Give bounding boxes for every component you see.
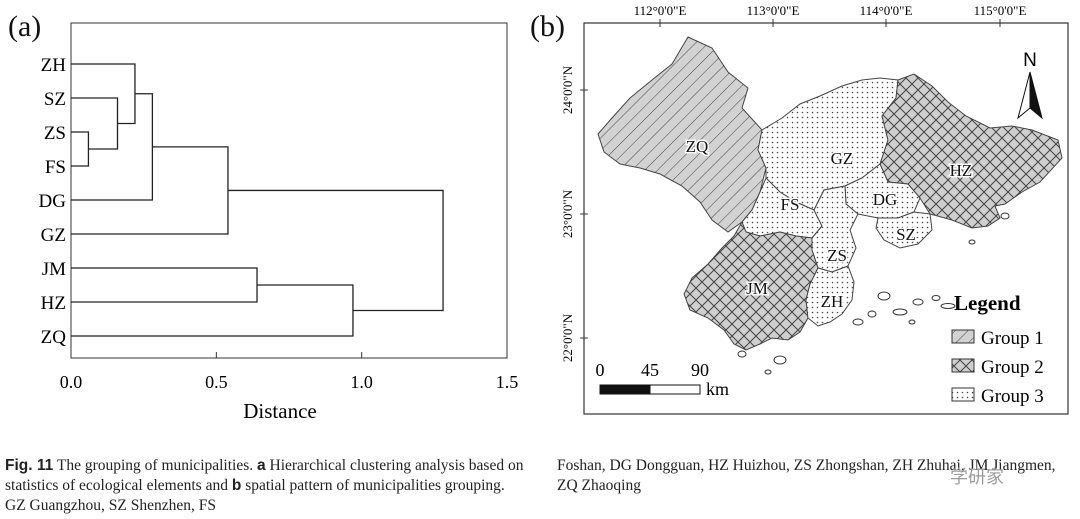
map-graticule-ticks: [580, 19, 1001, 339]
legend-swatch-group-3: [951, 387, 975, 402]
x-tick-label: 0.0: [60, 372, 83, 392]
region-SZ: [875, 211, 933, 249]
caption-b: b: [231, 477, 242, 494]
leaf-label-ZQ: ZQ: [41, 327, 67, 348]
islands: [737, 212, 1010, 375]
longitude-label: 115°0'0"E: [974, 3, 1027, 18]
region-JM: [683, 220, 819, 351]
x-axis-label: Distance: [243, 399, 316, 423]
north-arrow-icon: N: [1017, 50, 1043, 120]
latitude-label: 23°0'0"N: [560, 189, 575, 238]
leaf-label-SZ: SZ: [44, 89, 66, 110]
region-ZQ: [597, 36, 767, 233]
leaf-label-DG: DG: [39, 191, 67, 212]
leaf-label-JM: JM: [42, 259, 66, 280]
scale-tick-45: 45: [641, 360, 659, 380]
leaf-label-ZH: ZH: [41, 55, 67, 76]
latitude-labels: 24°0'0"N 23°0'0"N 22°0'0"N: [560, 65, 575, 362]
caption-fig-number: Fig. 11: [5, 457, 54, 474]
caption-text-1: The grouping of municipalities.: [53, 457, 258, 474]
dendrogram-link-1: [71, 131, 90, 167]
leaf-label-FS: FS: [45, 157, 66, 178]
figure-caption-left: Fig. 11 The grouping of municipalities. …: [5, 456, 525, 516]
longitude-label: 112°0'0"E: [634, 3, 687, 18]
dendrogram-link-7: [71, 284, 354, 337]
region-labels: ZQ GZ HZ FS DG SZ ZS JM ZH: [684, 136, 974, 313]
watermark: 学研家: [950, 467, 1004, 488]
scale-tick-90: 90: [691, 360, 709, 380]
legend-label-group-1: Group 1: [981, 328, 1044, 349]
map-legend: Legend Group 1 Group 2 Group 3: [951, 291, 1044, 407]
caption-text-3: spatial pattern of municipalities groupi…: [5, 477, 505, 514]
legend-title: Legend: [954, 291, 1021, 315]
region-label-SZ: SZ: [896, 225, 916, 244]
legend-label-group-3: Group 3: [981, 386, 1044, 407]
leaf-label-HZ: HZ: [41, 293, 66, 314]
legend-swatch-group-1: [951, 329, 975, 344]
region-label-ZS: ZS: [827, 246, 847, 265]
leaf-label-GZ: GZ: [41, 225, 66, 246]
region-ZH: [805, 265, 855, 327]
latitude-label: 24°0'0"N: [560, 65, 575, 114]
legend-swatch-group-2: [951, 358, 975, 373]
x-tick-label: 1.0: [350, 372, 373, 392]
x-tick-label: 1.5: [496, 372, 519, 392]
panel-a-label: (a): [8, 10, 42, 43]
dendrogram-link-2: [71, 97, 119, 150]
north-label: N: [1023, 50, 1037, 71]
dendrogram-x-ticks: 0.0 0.5 1.0 1.5: [60, 352, 519, 392]
map-figure: 112°0'0"E 113°0'0"E 114°0'0"E 115°0'0"E 24°…: [560, 3, 1069, 415]
leaf-label-ZS: ZS: [44, 123, 66, 144]
scale-tick-0: 0: [596, 360, 605, 380]
dendrogram-links: [71, 63, 444, 337]
caption-text-2: Hierarchical clustering analysis based o…: [5, 457, 524, 494]
dendrogram-link-5: [71, 146, 229, 235]
longitude-label: 113°0'0"E: [747, 3, 800, 18]
longitude-label: 114°0'0"E: [860, 3, 913, 18]
region-label-HZ: HZ: [950, 161, 973, 180]
figure-caption-right: Foshan, DG Dongguan, HZ Huizhou, ZS Zhon…: [557, 457, 1056, 494]
region-label-JM: JM: [746, 279, 768, 298]
dendrogram-link-6: [71, 267, 258, 303]
longitude-labels: 112°0'0"E 113°0'0"E 114°0'0"E 115°0'0"E: [634, 3, 1027, 18]
dendrogram-chart: ZH SZ ZS FS DG GZ JM HZ ZQ 0.0 0.5 1.0 1.5 Distance: [39, 22, 519, 423]
region-label-DG: DG: [873, 190, 898, 209]
legend-label-group-2: Group 2: [981, 357, 1044, 378]
dendrogram-link-8: [227, 189, 444, 312]
region-label-ZH: ZH: [821, 292, 844, 311]
dendrogram-link-3: [71, 63, 136, 125]
latitude-label: 22°0'0"N: [560, 313, 575, 362]
dendrogram-link-4: [71, 93, 154, 201]
caption-a: a: [257, 457, 266, 474]
region-polygons: [597, 36, 1063, 351]
region-label-ZQ: ZQ: [686, 137, 709, 156]
x-tick-label: 0.5: [205, 372, 228, 392]
dendrogram-leaf-labels: ZH SZ ZS FS DG GZ JM HZ ZQ: [39, 55, 67, 348]
scale-bar: 0 45 90 km: [596, 360, 730, 399]
region-label-FS: FS: [781, 195, 800, 214]
dendrogram-frame: [70, 22, 508, 359]
panel-b-label: (b): [530, 10, 565, 43]
region-label-GZ: GZ: [831, 149, 854, 168]
scale-unit: km: [706, 379, 729, 399]
